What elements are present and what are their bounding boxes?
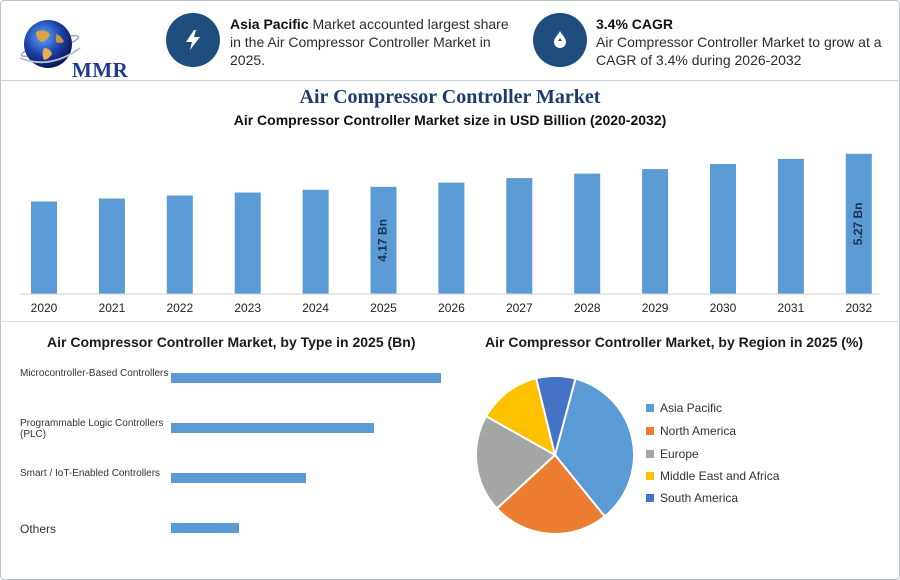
region-highlight: Asia Pacific: [230, 16, 309, 32]
x-tick-label: 2026: [438, 301, 465, 315]
pie-slice: [553, 377, 635, 518]
type-bar: [171, 373, 441, 383]
pie-slice: [495, 453, 607, 535]
bar-2030: [710, 163, 736, 294]
bar-2032: [845, 153, 872, 294]
x-tick-label: 2022: [166, 301, 193, 315]
bar-2029: [642, 169, 669, 294]
globe-icon: [19, 20, 81, 68]
x-tick-label: 2029: [642, 301, 669, 315]
legend-swatch: [646, 494, 654, 502]
bar-2020: [31, 201, 57, 294]
type-label: Microcontroller-Based Controllers: [20, 368, 169, 379]
growth-drop-icon: [533, 13, 587, 67]
region-share-note: Asia Pacific Market accounted largest sh…: [230, 15, 520, 69]
bar-2024: [302, 189, 329, 294]
cagr-note: 3.4% CAGR Air Compressor Controller Mark…: [596, 15, 891, 69]
region-pie-chart: [475, 375, 635, 535]
x-tick-label: 2024: [302, 301, 329, 315]
type-chart-title: Air Compressor Controller Market, by Typ…: [47, 334, 416, 350]
legend-label: North America: [660, 424, 737, 438]
header-divider: [0, 80, 900, 81]
pie-slice: [484, 377, 557, 458]
type-label: Others: [20, 522, 57, 536]
bar-2022: [166, 195, 193, 294]
cagr-text: Air Compressor Controller Market to grow…: [596, 34, 882, 68]
legend-swatch: [646, 427, 654, 435]
bar-2027: [506, 178, 533, 294]
bar-2023: [234, 192, 261, 294]
x-tick-label: 2032: [845, 301, 872, 315]
bar-2031: [777, 158, 804, 294]
lightning-icon: [166, 13, 220, 67]
x-tick-label: 2021: [99, 301, 126, 315]
bar-2021: [98, 198, 125, 294]
x-tick-label: 2027: [506, 301, 533, 315]
x-tick-label: 2031: [778, 301, 805, 315]
bar-2025: [370, 186, 397, 294]
mmr-logo: MMR: [14, 14, 144, 82]
x-tick-label: 2023: [234, 301, 261, 315]
region-share-text: Market accounted largest share in the Ai…: [230, 16, 509, 68]
x-tick-label: 2020: [31, 301, 58, 315]
logo-text: MMR: [72, 58, 129, 82]
bar-chart-title: Air Compressor Controller Market size in…: [233, 112, 667, 128]
data-label: 4.17 Bn: [376, 219, 390, 262]
cagr-highlight: 3.4% CAGR: [596, 16, 674, 32]
market-size-bar-chart: 2020 2021 2022 2023 2024 2025 4.17 Bn 2026 2027 2…: [20, 153, 880, 315]
region-chart-title: Air Compressor Controller Market, by Reg…: [485, 334, 864, 350]
legend-swatch: [646, 404, 654, 412]
bar-2026: [438, 182, 465, 294]
type-bar: [171, 423, 374, 433]
legend-label: Middle East and Africa: [660, 469, 780, 483]
x-tick-label: 2025: [370, 301, 397, 315]
x-tick-label: 2030: [710, 301, 737, 315]
legend-swatch: [646, 472, 654, 480]
legend-label: South America: [660, 491, 739, 505]
type-bar-chart: Microcontroller-Based Controllers Program…: [0, 360, 450, 560]
legend-swatch: [646, 450, 654, 458]
page-title: Air Compressor Controller Market: [299, 86, 601, 108]
legend-label: Europe: [660, 447, 699, 461]
type-label: Programmable Logic Controllers (PLC): [20, 418, 164, 440]
type-bar: [171, 473, 306, 483]
type-label: Smart / IoT-Enabled Controllers: [20, 468, 161, 479]
data-label: 5.27 Bn: [851, 203, 865, 246]
section-divider: [0, 321, 900, 322]
x-tick-label: 2028: [574, 301, 601, 315]
bar-2028: [574, 173, 601, 294]
type-bar: [171, 523, 239, 533]
legend-label: Asia Pacific: [660, 401, 723, 415]
pie-slice: [534, 375, 577, 456]
pie-slice: [475, 414, 557, 510]
